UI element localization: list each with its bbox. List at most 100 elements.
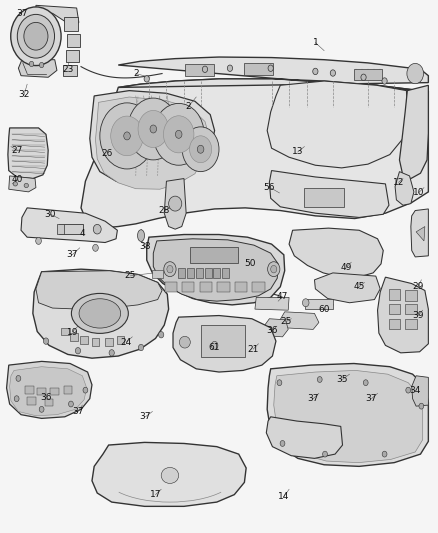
Bar [205, 268, 212, 278]
Text: 21: 21 [247, 345, 259, 353]
Ellipse shape [227, 65, 233, 71]
Text: 4: 4 [80, 229, 85, 238]
Ellipse shape [35, 238, 41, 244]
Ellipse shape [163, 116, 194, 153]
Text: 56: 56 [264, 183, 275, 191]
Text: 25: 25 [280, 318, 291, 326]
Text: 27: 27 [12, 146, 23, 155]
Text: 47: 47 [277, 293, 288, 301]
Ellipse shape [14, 395, 19, 402]
Bar [27, 397, 36, 405]
Polygon shape [395, 172, 414, 205]
Bar [61, 328, 69, 335]
Ellipse shape [79, 298, 121, 328]
Ellipse shape [159, 332, 164, 338]
Ellipse shape [18, 14, 55, 58]
Text: 37: 37 [366, 394, 377, 403]
Polygon shape [269, 171, 389, 217]
Bar [70, 333, 78, 341]
Text: 50: 50 [244, 260, 255, 268]
Bar [50, 388, 59, 395]
Bar [63, 65, 77, 76]
Ellipse shape [419, 403, 424, 409]
Bar [405, 290, 417, 301]
Polygon shape [36, 271, 162, 309]
Ellipse shape [68, 401, 74, 407]
Polygon shape [267, 81, 407, 168]
Bar [389, 304, 400, 314]
Bar [235, 282, 247, 292]
Text: 19: 19 [67, 328, 78, 336]
Bar [304, 188, 344, 206]
Ellipse shape [100, 103, 154, 169]
Ellipse shape [138, 344, 144, 351]
Bar [405, 319, 417, 329]
Ellipse shape [24, 183, 28, 188]
Ellipse shape [190, 136, 212, 163]
Text: 10: 10 [413, 189, 424, 197]
Ellipse shape [280, 440, 285, 446]
Text: 2: 2 [133, 69, 138, 78]
Polygon shape [274, 370, 423, 463]
Ellipse shape [406, 387, 411, 393]
Bar [222, 268, 229, 278]
Ellipse shape [211, 342, 218, 350]
Bar [105, 338, 113, 346]
Bar [200, 282, 212, 292]
Ellipse shape [182, 127, 219, 172]
Polygon shape [314, 273, 380, 303]
Text: 14: 14 [278, 492, 290, 501]
Polygon shape [289, 228, 383, 277]
Ellipse shape [144, 76, 149, 82]
Bar [252, 282, 265, 292]
Text: 34: 34 [410, 386, 421, 394]
Ellipse shape [138, 110, 169, 148]
Bar [165, 282, 177, 292]
Polygon shape [255, 297, 289, 310]
Ellipse shape [382, 451, 387, 457]
Bar [57, 224, 64, 234]
Polygon shape [8, 128, 48, 179]
Bar [405, 304, 417, 314]
Bar [178, 268, 185, 278]
Polygon shape [18, 60, 57, 77]
Polygon shape [279, 312, 319, 329]
Bar [80, 336, 88, 344]
Bar [92, 338, 99, 346]
Bar [389, 289, 400, 300]
Text: 23: 23 [62, 65, 74, 74]
Ellipse shape [167, 265, 173, 273]
Polygon shape [416, 227, 425, 241]
Ellipse shape [268, 262, 280, 277]
Ellipse shape [138, 230, 145, 241]
Polygon shape [173, 316, 276, 372]
Polygon shape [153, 239, 278, 301]
Polygon shape [411, 209, 428, 257]
Polygon shape [412, 376, 428, 406]
Bar [213, 268, 220, 278]
Polygon shape [147, 235, 285, 305]
Text: 29: 29 [413, 282, 424, 291]
Ellipse shape [161, 467, 179, 483]
Text: 39: 39 [413, 311, 424, 320]
Ellipse shape [39, 62, 44, 68]
Bar [201, 325, 245, 357]
Bar [182, 282, 194, 292]
Text: 12: 12 [393, 178, 404, 187]
Bar [196, 268, 203, 278]
Ellipse shape [277, 379, 282, 386]
Text: 26: 26 [102, 149, 113, 158]
Ellipse shape [71, 293, 128, 334]
Polygon shape [95, 97, 209, 189]
Ellipse shape [16, 375, 21, 382]
Ellipse shape [363, 379, 368, 386]
Text: 37: 37 [72, 407, 84, 416]
Ellipse shape [302, 298, 309, 307]
Text: 37: 37 [307, 394, 319, 403]
Ellipse shape [407, 63, 424, 84]
Polygon shape [263, 319, 288, 337]
Ellipse shape [271, 265, 277, 273]
Bar [67, 34, 80, 47]
Ellipse shape [153, 103, 204, 165]
Ellipse shape [322, 451, 327, 457]
